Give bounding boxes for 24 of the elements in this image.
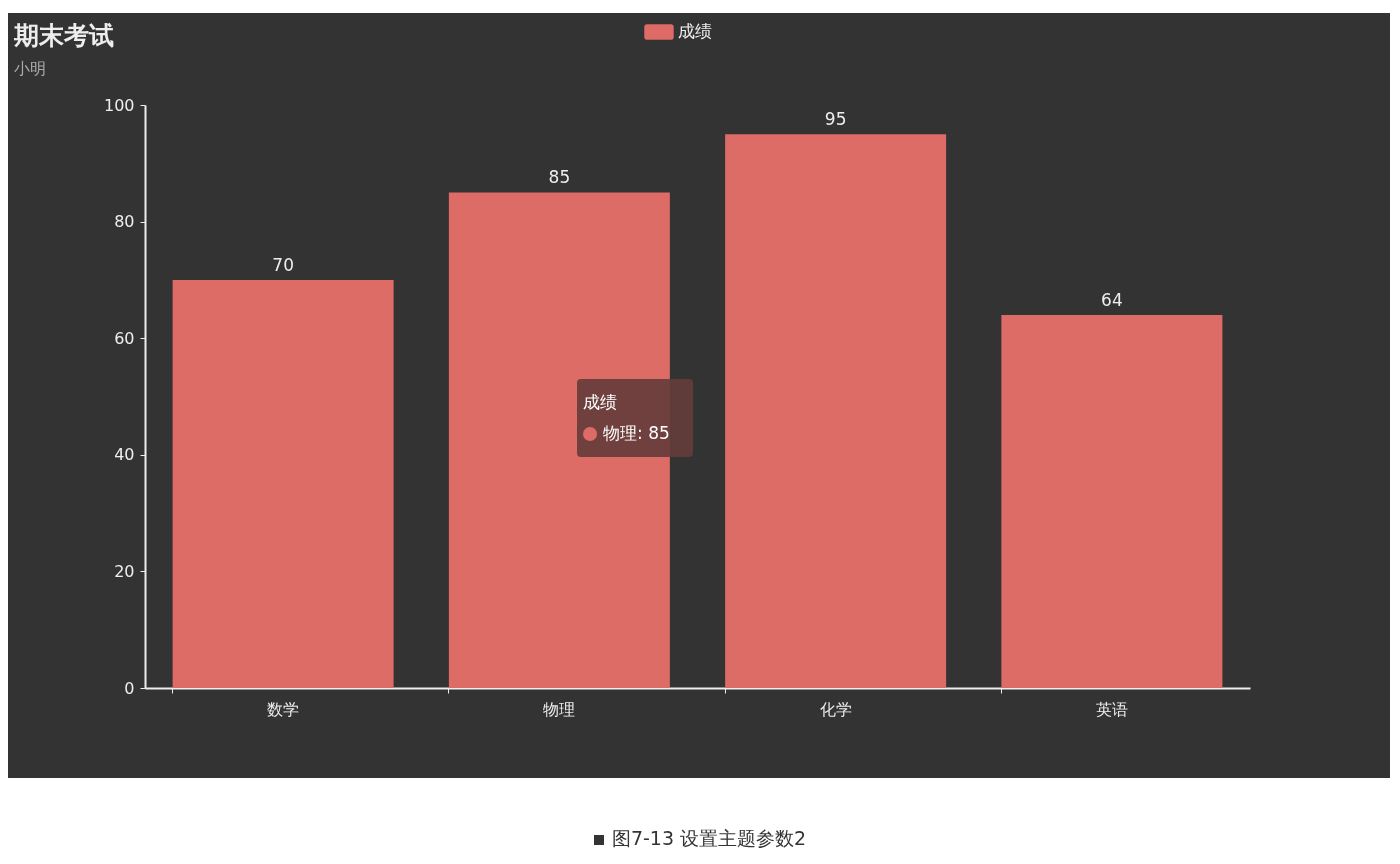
bar <box>448 192 670 688</box>
annotation: 物理: 85 <box>603 422 670 445</box>
y-tick-label: 20 <box>114 561 135 581</box>
y-tick-label: 100 <box>103 95 135 115</box>
data-label: 85 <box>548 167 571 188</box>
y-tick-label: 60 <box>114 328 135 348</box>
chart-title: 期末考试 <box>14 20 114 52</box>
caption: 图7-13 设置主题参数2 <box>611 827 807 849</box>
bar <box>725 134 947 688</box>
bar <box>1001 314 1223 688</box>
annotation: 成绩 <box>583 391 618 414</box>
legend-label: 成绩 <box>678 21 712 41</box>
y-tick-label: 0 <box>124 678 135 698</box>
x-tick-label: 化学 <box>819 699 852 719</box>
data-label: 95 <box>824 109 847 130</box>
chart-subtitle: 小明 <box>14 59 46 80</box>
bar <box>172 279 394 688</box>
data-label: 64 <box>1101 289 1123 310</box>
y-tick-label: 80 <box>114 212 135 232</box>
x-tick-label: 物理 <box>543 699 576 719</box>
data-label: 70 <box>272 254 294 275</box>
y-tick-label: 40 <box>114 445 135 465</box>
x-tick-label: 英语 <box>1095 699 1128 719</box>
x-tick-label: 数学 <box>267 699 300 719</box>
